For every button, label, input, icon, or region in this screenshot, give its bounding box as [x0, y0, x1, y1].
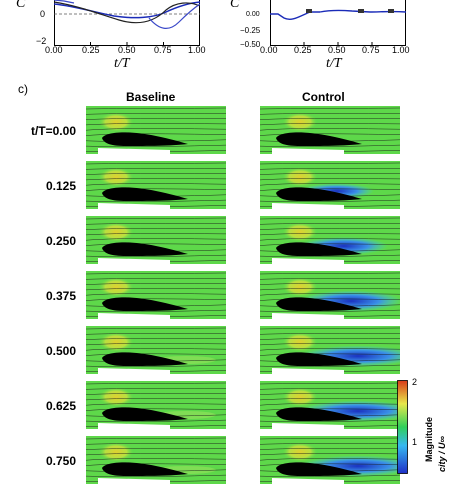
flow-panel-control: [260, 381, 400, 429]
top-left-ytick-2: −2: [36, 36, 47, 46]
row-label: 0.500: [45, 344, 76, 358]
top-left-ylabel: C: [16, 0, 26, 11]
row-label: t/T=0.00: [30, 124, 76, 138]
top-left-xtick-4: 1.00: [188, 45, 206, 55]
top-left-xtick-3: 0.75: [154, 45, 172, 55]
top-right-ytick-1: −0.25: [240, 26, 261, 35]
top-left-xtick-0: 0.00: [45, 45, 63, 55]
flow-panel-control: [260, 436, 400, 484]
top-right-ylabel: C: [230, 0, 240, 11]
flow-panel-baseline: [86, 326, 226, 374]
colorbar-label-magnitude: Magnitude: [424, 417, 434, 462]
row-label: 0.750: [45, 454, 76, 468]
flow-panel-control: [260, 326, 400, 374]
top-left-xlabel: t/T: [114, 56, 130, 71]
flow-panel-control: [260, 106, 400, 154]
top-right-axes: [270, 0, 406, 46]
top-right-ytick-0: 0.00: [246, 11, 260, 18]
top-right-xtick-0: 0.00: [260, 45, 278, 55]
colorbar: [397, 380, 408, 474]
top-left-axes: [54, 0, 200, 46]
top-right-xtick-4: 1.00: [392, 45, 410, 55]
flow-panel-baseline: [86, 161, 226, 209]
flow-panel-control: [260, 216, 400, 264]
flow-panel-control: [260, 161, 400, 209]
column-header-baseline: Baseline: [126, 90, 176, 104]
flow-panel-control: [260, 271, 400, 319]
flow-panel-baseline: [86, 271, 226, 319]
column-header-control: Control: [302, 90, 345, 104]
top-right-xlabel: t/T: [326, 56, 342, 71]
top-left-plot: C 2 0 −2 0.00 0.25 0.50 0.75 1.00 t/T: [0, 0, 230, 80]
top-left-ytick-1: 0: [40, 9, 46, 19]
top-left-xtick-2: 0.50: [118, 45, 136, 55]
colorbar-mid: 1: [412, 437, 418, 447]
flow-panel-baseline: [86, 216, 226, 264]
colorbar-max: 2: [412, 377, 418, 387]
flow-panel-baseline: [86, 381, 226, 429]
top-right-xtick-2: 0.50: [328, 45, 346, 55]
row-label: 0.125: [45, 179, 76, 193]
top-right-plot: C 0.00 −0.25 −0.50 0.00 0.25 0.50 0.75 1…: [230, 0, 474, 80]
top-right-xtick-3: 0.75: [362, 45, 380, 55]
flow-panel-baseline: [86, 106, 226, 154]
row-label: 0.375: [45, 289, 76, 303]
row-label: 0.625: [45, 399, 76, 413]
top-left-xtick-1: 0.25: [82, 45, 100, 55]
section-label: c): [18, 82, 28, 96]
top-right-xtick-1: 0.25: [294, 45, 312, 55]
top-right-ytick-2: −0.50: [240, 40, 261, 49]
flow-panel-baseline: [86, 436, 226, 484]
row-label: 0.250: [45, 234, 76, 248]
colorbar-label-velocity: city / U∞: [437, 436, 447, 472]
